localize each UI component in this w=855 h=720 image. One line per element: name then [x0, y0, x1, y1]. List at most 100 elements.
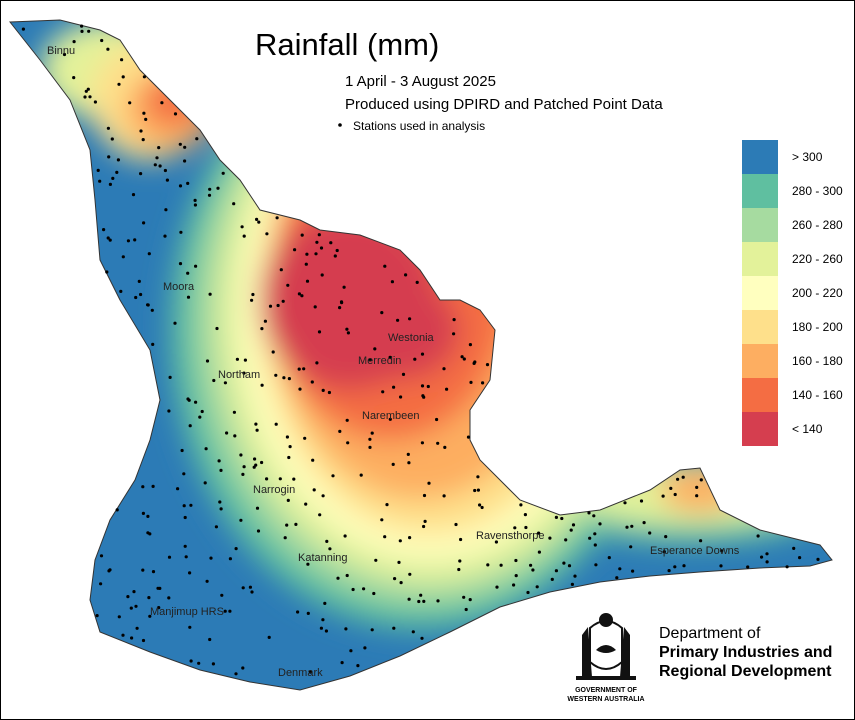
station	[121, 255, 125, 259]
subtitle: Produced using DPIRD and Patched Point D…	[345, 96, 663, 113]
station	[87, 29, 91, 33]
station	[562, 561, 566, 565]
station	[148, 532, 152, 536]
station	[327, 390, 331, 395]
station	[594, 563, 598, 567]
station	[407, 597, 411, 601]
station	[297, 292, 301, 296]
station	[274, 373, 278, 377]
station	[233, 434, 237, 438]
station	[147, 596, 151, 600]
station	[176, 487, 180, 491]
station	[156, 586, 160, 590]
station	[468, 598, 472, 602]
place-label: Manjimup HRS	[150, 606, 224, 618]
station	[473, 488, 477, 493]
legend-label: 200 - 220	[792, 286, 843, 300]
station	[695, 485, 699, 489]
station	[564, 538, 568, 542]
station	[130, 636, 134, 640]
station	[338, 306, 342, 310]
station	[631, 569, 635, 573]
station	[80, 24, 84, 28]
legend-swatch	[742, 412, 778, 446]
station	[287, 377, 291, 381]
station	[765, 552, 769, 556]
station	[321, 618, 325, 622]
station	[84, 89, 88, 93]
station	[260, 327, 264, 331]
station	[173, 321, 177, 325]
legend-label: 220 - 260	[792, 252, 843, 266]
legend-swatch	[742, 310, 778, 344]
station	[282, 376, 286, 380]
station	[183, 544, 187, 548]
station	[328, 547, 332, 551]
station	[135, 626, 139, 630]
station	[288, 445, 292, 449]
station	[268, 304, 273, 308]
station	[393, 577, 397, 581]
station	[317, 233, 321, 237]
station	[452, 332, 456, 336]
place-label: Denmark	[278, 667, 323, 679]
station	[254, 422, 258, 426]
station	[695, 494, 699, 498]
station	[242, 371, 246, 375]
station	[242, 234, 246, 238]
station	[588, 536, 592, 540]
station	[183, 159, 187, 163]
station	[241, 666, 245, 670]
station	[251, 292, 255, 297]
station	[120, 58, 124, 62]
station	[669, 486, 673, 490]
station	[495, 585, 499, 589]
place-label: Narembeen	[362, 410, 419, 422]
station	[468, 343, 472, 347]
station	[315, 240, 319, 244]
station	[623, 501, 627, 505]
station	[426, 384, 430, 389]
station	[436, 599, 440, 603]
station	[673, 565, 677, 569]
station	[267, 635, 271, 640]
station	[220, 593, 224, 597]
station	[274, 422, 278, 426]
station	[232, 202, 236, 206]
station	[423, 519, 427, 524]
station	[204, 447, 208, 451]
station	[283, 536, 287, 540]
station	[164, 208, 168, 212]
station	[292, 477, 296, 481]
station	[116, 158, 120, 162]
station	[380, 518, 384, 522]
station	[205, 359, 210, 363]
station	[225, 431, 229, 435]
station	[263, 319, 267, 323]
station	[194, 400, 198, 404]
station	[464, 607, 468, 612]
station	[139, 172, 143, 176]
station	[306, 611, 310, 616]
station	[144, 117, 148, 121]
station	[255, 217, 259, 221]
station	[304, 262, 308, 266]
station	[186, 181, 190, 185]
station	[459, 537, 463, 542]
legend-label: 180 - 200	[792, 320, 843, 334]
station	[422, 524, 426, 529]
station	[208, 187, 212, 191]
station	[662, 550, 666, 554]
station	[346, 331, 350, 335]
station	[141, 485, 145, 489]
station	[413, 357, 417, 361]
station	[390, 280, 394, 284]
station	[86, 87, 90, 91]
station	[189, 659, 193, 663]
station	[108, 238, 112, 242]
station	[571, 523, 576, 527]
station	[476, 488, 480, 492]
station	[234, 672, 238, 676]
station	[219, 507, 223, 511]
station	[304, 502, 308, 506]
